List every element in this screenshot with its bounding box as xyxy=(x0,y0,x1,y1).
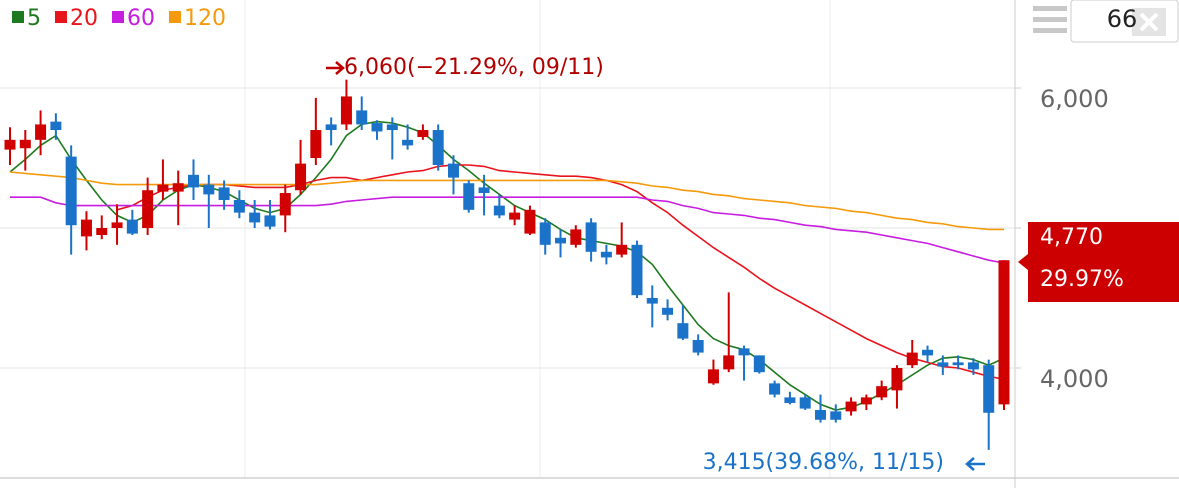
candle-body xyxy=(478,187,490,194)
ma-line xyxy=(9,120,1005,411)
candle-body xyxy=(509,212,521,220)
candle-body xyxy=(356,110,368,125)
candle-body xyxy=(111,222,123,229)
candle-body xyxy=(447,163,459,178)
candle-body xyxy=(845,401,857,412)
candle-body xyxy=(233,200,245,213)
legend-label: 120 xyxy=(184,6,226,31)
candle-body xyxy=(279,193,291,216)
candle-body xyxy=(218,187,230,201)
candle-body xyxy=(340,96,352,125)
last-price: 4,770 xyxy=(1040,225,1103,250)
candle-body xyxy=(646,297,658,304)
candle-body xyxy=(692,339,704,353)
candle-body xyxy=(524,209,536,234)
candle-body xyxy=(814,409,826,420)
candle-body xyxy=(172,183,184,192)
low-annotation: 3,415(39.68%, 11/15) xyxy=(703,450,944,475)
last-price-box: 4,770 29.97% xyxy=(1018,222,1179,302)
candle-body xyxy=(967,362,979,370)
candle-body xyxy=(876,386,888,398)
candle-body xyxy=(325,124,337,131)
candle-body xyxy=(662,307,674,315)
candle-body xyxy=(432,130,444,166)
candle-body xyxy=(295,163,307,191)
candle-body xyxy=(830,411,842,420)
legend-swatch xyxy=(55,11,67,23)
candle-body xyxy=(555,237,567,244)
candle-body xyxy=(65,156,77,226)
candle-body xyxy=(463,183,475,210)
candle-body xyxy=(570,229,582,245)
candle-body xyxy=(203,184,215,195)
low-arrow xyxy=(965,457,985,471)
candle-body xyxy=(784,397,796,403)
candle-body xyxy=(157,184,169,192)
ma-line xyxy=(10,196,1005,264)
legend-swatch xyxy=(112,11,124,23)
candle-body xyxy=(860,397,872,405)
ma-lines xyxy=(9,120,1005,411)
candle-body xyxy=(539,222,551,245)
legend-label: 5 xyxy=(27,6,41,31)
candle-body xyxy=(799,397,811,409)
candle-body xyxy=(4,139,16,150)
candle-body xyxy=(616,244,628,255)
legend-label: 20 xyxy=(70,6,98,31)
candle-body xyxy=(585,222,597,252)
candle-body xyxy=(631,244,643,296)
period-count: 66 xyxy=(1107,5,1138,33)
candle-body xyxy=(753,355,765,373)
candle-body xyxy=(402,139,414,146)
legend-swatch xyxy=(169,11,181,23)
candle-body xyxy=(998,260,1010,405)
price-box-bg xyxy=(1018,222,1179,302)
candle-body xyxy=(96,228,108,236)
candle-body xyxy=(493,205,505,216)
candle-body xyxy=(891,367,903,391)
legend-label: 60 xyxy=(127,6,155,31)
candle-body xyxy=(738,348,750,356)
candle-body xyxy=(142,190,154,229)
candle-body xyxy=(126,219,138,234)
candle-body xyxy=(600,251,612,258)
y-tick-label: 4,000 xyxy=(1040,365,1109,393)
candle-body xyxy=(188,174,200,188)
legend-swatch xyxy=(12,11,24,23)
candle-body xyxy=(937,362,949,367)
candles xyxy=(4,79,1010,450)
candle-body xyxy=(906,352,918,366)
candle-body xyxy=(50,121,62,131)
candle-body xyxy=(707,369,719,384)
candle-body xyxy=(80,219,92,237)
candle-body xyxy=(35,124,47,140)
ma-line xyxy=(116,164,1005,380)
candle-body xyxy=(983,365,995,413)
candle-body xyxy=(264,215,276,227)
candle-body xyxy=(386,124,398,131)
high-annotation: 6,060(−21.29%, 09/11) xyxy=(344,55,604,80)
menu-icon[interactable] xyxy=(1033,6,1067,33)
candle-body xyxy=(417,130,429,138)
candle-body xyxy=(922,349,934,356)
candle-body xyxy=(249,212,261,223)
candle-body xyxy=(371,123,383,132)
close-icon[interactable] xyxy=(1132,8,1166,36)
candle-body xyxy=(952,362,964,366)
candle-body xyxy=(769,383,781,395)
candle-body xyxy=(677,323,689,339)
candle-body xyxy=(723,355,735,370)
high-arrow xyxy=(326,61,345,75)
legend: 5 20 60 120 xyxy=(12,6,226,31)
candle-body xyxy=(310,130,322,159)
y-tick-label: 6,000 xyxy=(1040,85,1109,113)
last-change: 29.97% xyxy=(1040,267,1124,292)
candle-body xyxy=(19,139,31,149)
